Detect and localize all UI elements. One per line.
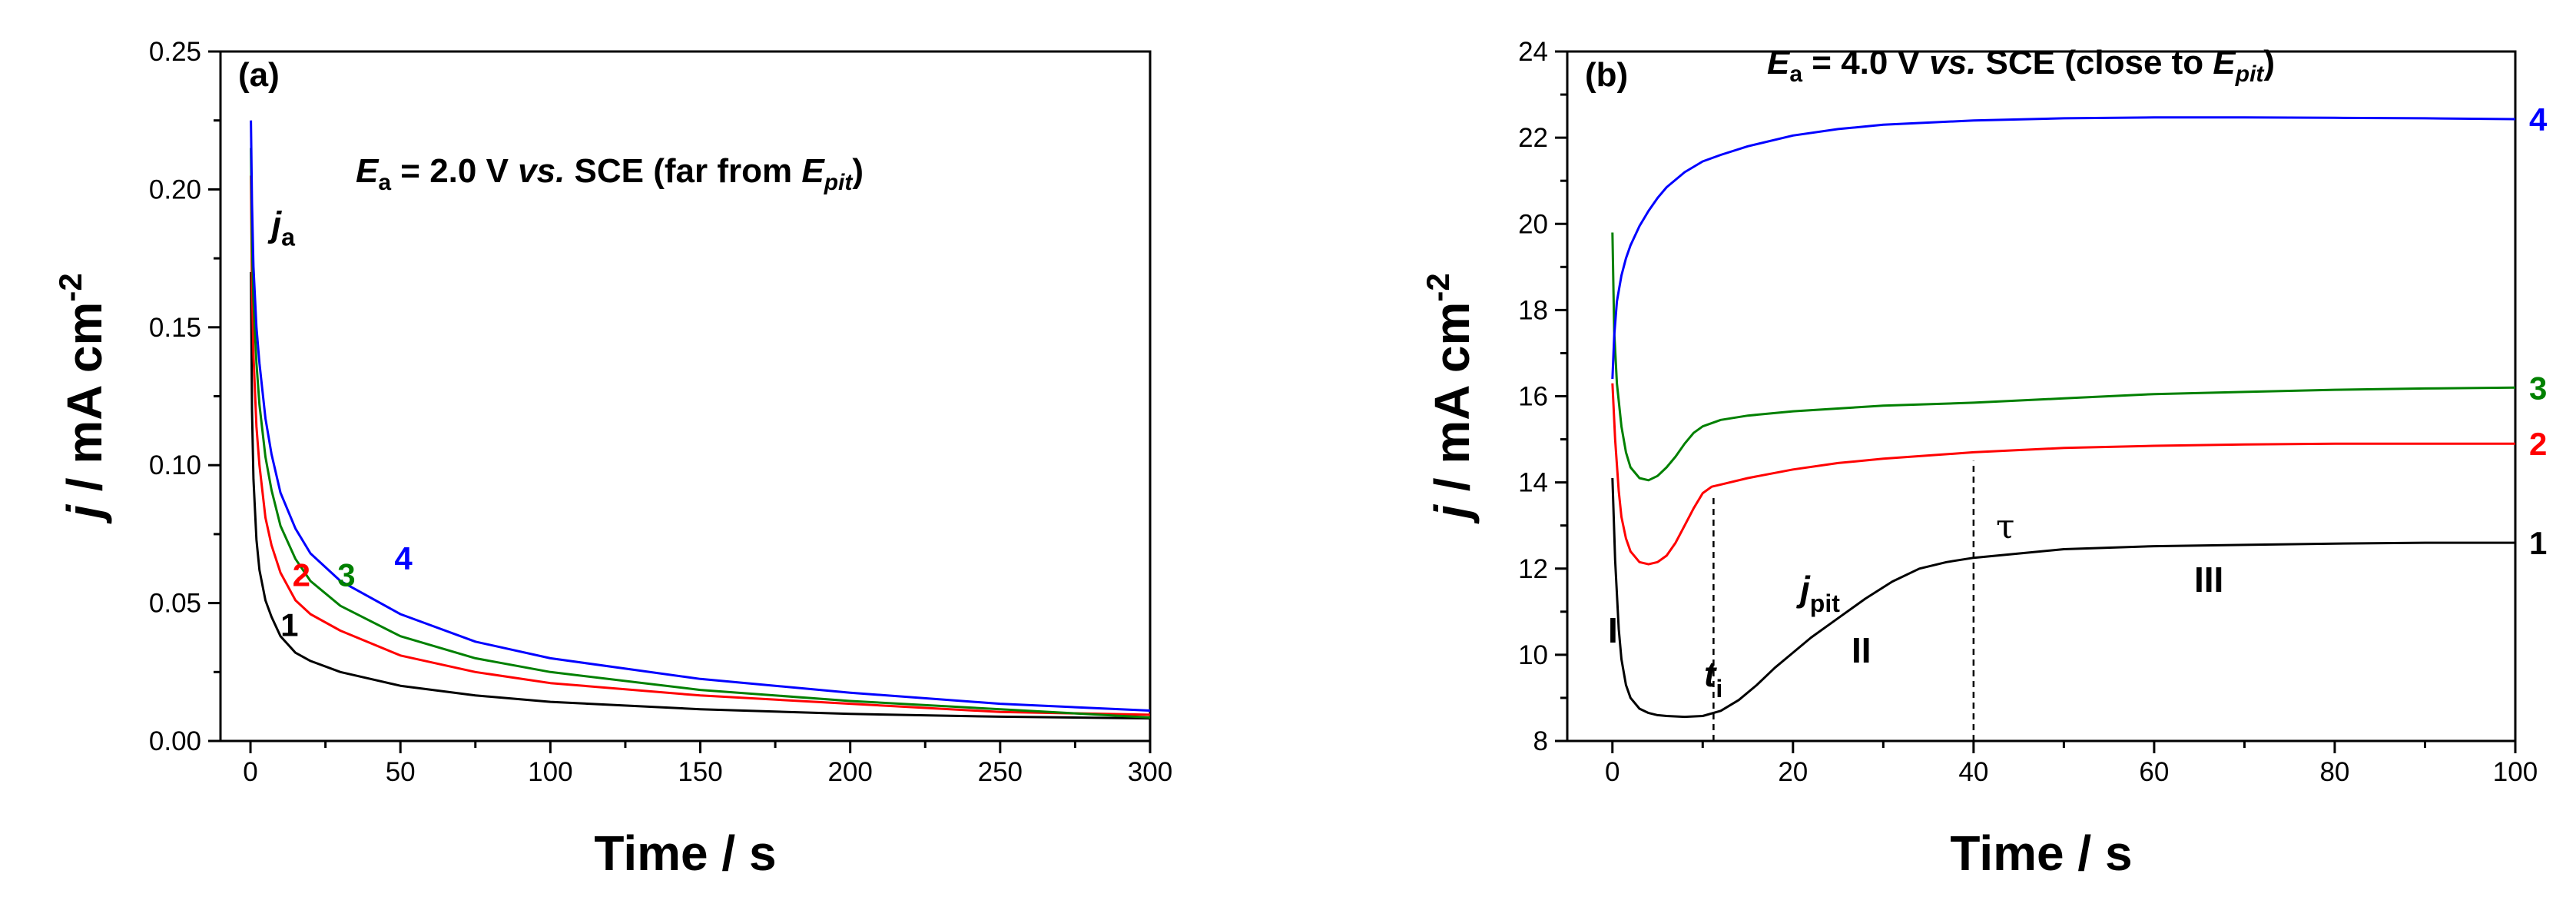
b-x-tick-label: 0	[1605, 757, 1620, 787]
panel-a-series: 1 2 3 4	[250, 120, 1151, 720]
b-series-3-line	[1611, 232, 2516, 482]
b-series-1-label: 1	[2529, 525, 2547, 561]
b-y-tick-label: 14	[1518, 468, 1548, 498]
b-x-tick-label: 20	[1778, 757, 1808, 787]
a-series-2-label: 2	[293, 557, 310, 593]
panel-a-ja-annotation: ja	[267, 204, 295, 251]
a-y-tick-label: 0.10	[149, 450, 201, 480]
panel-a-tag: (a)	[238, 56, 280, 94]
a-series-3-label: 3	[337, 557, 355, 593]
a-x-tick-label: 100	[528, 757, 572, 787]
b-y-tick-label: 10	[1518, 640, 1548, 670]
t-i-annotation: ti	[1704, 654, 1722, 703]
panel-b-x-axis-title: Time / s	[1950, 826, 2132, 881]
b-y-tick-label: 22	[1518, 123, 1548, 153]
b-x-tick-label: 80	[2319, 757, 2349, 787]
b-series-3-label: 3	[2529, 370, 2547, 406]
tau-annotation: τ	[1996, 507, 2014, 547]
a-y-tick-label: 0.25	[149, 37, 201, 67]
panel-b-ticks: 0 20 40 60 80 100 8 10 12 14 16 18 20 22 24	[1518, 37, 2538, 787]
a-series-4-line	[250, 120, 1151, 712]
panel-a-y-axis-title: j / mA cm-2	[52, 273, 112, 524]
panel-b-series: 1 2 3 4	[1611, 101, 2548, 719]
panel-a-condition: Ea = 2.0 V vs. SCE (far from Epit)	[356, 152, 864, 195]
a-x-tick-label: 50	[386, 757, 416, 787]
b-x-tick-label: 60	[2139, 757, 2169, 787]
b-series-4-line	[1611, 116, 2516, 380]
panel-b-condition: Ea = 4.0 V vs. SCE (close to Epit)	[1767, 44, 2275, 87]
a-y-tick-label: 0.05	[149, 589, 201, 619]
a-y-tick-label: 0.20	[149, 174, 201, 204]
a-series-2-line	[250, 175, 1151, 716]
a-x-tick-label: 200	[827, 757, 872, 787]
b-x-tick-label: 40	[1958, 757, 1988, 787]
region-iii-label: III	[2194, 560, 2223, 600]
b-series-2-label: 2	[2529, 426, 2547, 462]
j-pit-annotation: jpit	[1796, 569, 1840, 617]
b-y-tick-label: 20	[1518, 209, 1548, 239]
panel-b-y-axis-title: j / mA cm-2	[1420, 273, 1480, 524]
b-y-tick-label: 24	[1518, 37, 1548, 67]
a-x-tick-label: 150	[678, 757, 722, 787]
a-y-tick-label: 0.15	[149, 313, 201, 343]
region-i-label: I	[1608, 610, 1618, 650]
panel-a-chart: 0 50 100 150 200 250 300 0.00 0.05 0.10 0.15 0.20 0.…	[52, 37, 1172, 881]
region-ii-label: II	[1852, 630, 1871, 670]
a-series-1-label: 1	[280, 606, 298, 643]
panel-b-frame	[1566, 50, 2517, 743]
a-series-4-label: 4	[394, 540, 413, 576]
b-y-tick-label: 8	[1533, 726, 1548, 756]
a-x-tick-label: 300	[1128, 757, 1172, 787]
panel-b-tag: (b)	[1585, 56, 1628, 94]
b-x-tick-label: 100	[2493, 757, 2538, 787]
a-y-tick-label: 0.00	[149, 726, 201, 756]
b-y-tick-label: 12	[1518, 554, 1548, 584]
a-x-tick-label: 250	[978, 757, 1023, 787]
b-y-tick-label: 18	[1518, 295, 1548, 325]
a-series-3-line	[250, 148, 1151, 719]
a-x-tick-label: 0	[243, 757, 257, 787]
panel-a-x-axis-title: Time / s	[594, 826, 776, 881]
a-series-1-line	[250, 271, 1151, 720]
b-series-4-label: 4	[2529, 101, 2548, 138]
b-series-1-line	[1611, 477, 2515, 719]
panel-a-ticks: 0 50 100 150 200 250 300 0.00 0.05 0.10 0.15 0.20 0.…	[149, 37, 1172, 787]
panel-b-guides	[1712, 460, 1975, 741]
b-series-2-line	[1611, 383, 2515, 566]
b-y-tick-label: 16	[1518, 382, 1548, 412]
